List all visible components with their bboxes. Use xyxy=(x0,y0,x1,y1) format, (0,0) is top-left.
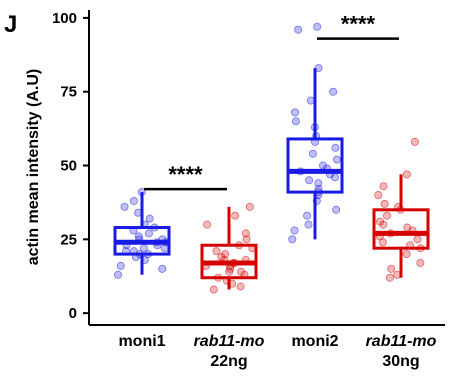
data-point xyxy=(288,235,297,244)
data-point xyxy=(402,170,411,179)
data-point xyxy=(331,143,340,152)
box xyxy=(286,137,344,194)
x-category-sublabel: 30ng xyxy=(382,353,419,370)
y-tick-label: 0 xyxy=(69,305,77,322)
data-point xyxy=(380,199,389,208)
data-point xyxy=(241,229,250,238)
y-tick-label: 50 xyxy=(60,158,77,175)
data-point xyxy=(376,217,385,226)
data-point xyxy=(305,176,314,185)
data-point xyxy=(290,226,299,235)
data-point xyxy=(403,223,412,232)
data-point xyxy=(332,155,341,164)
x-axis-labels: moni1 rab11-mo 22ng moni2 rab11-mo 30ng xyxy=(118,333,436,370)
data-point xyxy=(291,108,300,117)
y-tick-label: 100 xyxy=(52,10,77,27)
data-point xyxy=(116,261,125,270)
data-point xyxy=(387,264,396,273)
data-point xyxy=(114,270,123,279)
data-point xyxy=(236,282,245,291)
data-point xyxy=(231,211,240,220)
x-category-label: moni1 xyxy=(118,333,165,350)
data-point xyxy=(203,220,212,229)
data-point xyxy=(308,149,317,158)
boxes xyxy=(113,68,430,290)
data-point xyxy=(385,273,394,282)
y-tick-label: 75 xyxy=(60,84,77,101)
data-point xyxy=(209,285,218,294)
data-point xyxy=(120,202,129,211)
x-category-label: rab11-mo xyxy=(366,333,437,350)
data-point xyxy=(158,264,167,273)
y-axis-label: actin mean intensity (A.U) xyxy=(25,69,42,265)
panel-letter: J xyxy=(4,11,17,38)
data-point xyxy=(329,87,338,96)
box xyxy=(372,208,430,250)
data-point xyxy=(304,220,313,229)
significance-label: **** xyxy=(168,162,203,187)
data-point xyxy=(237,267,246,276)
data-point xyxy=(303,211,312,220)
data-point xyxy=(129,196,138,205)
data-point xyxy=(134,232,143,241)
data-point xyxy=(416,258,425,267)
significance-annotations: **** **** xyxy=(144,12,399,191)
y-axis-ticks: 0 25 50 75 100 xyxy=(52,10,89,322)
data-point xyxy=(410,137,419,146)
data-point xyxy=(402,250,411,259)
data-point xyxy=(139,244,148,253)
data-point xyxy=(144,229,153,238)
y-tick-label: 25 xyxy=(60,231,77,248)
data-point xyxy=(291,117,300,126)
data-point xyxy=(245,202,254,211)
data-point xyxy=(212,247,221,256)
data-point xyxy=(221,250,230,259)
data-point xyxy=(306,96,315,105)
significance-label: **** xyxy=(341,12,376,37)
data-point xyxy=(413,235,422,244)
x-category-label: rab11-mo xyxy=(194,333,265,350)
data-point xyxy=(382,211,391,220)
data-point xyxy=(374,191,383,200)
data-point xyxy=(242,235,251,244)
data-point xyxy=(332,205,341,214)
x-category-sublabel: 22ng xyxy=(210,353,247,370)
data-point xyxy=(379,182,388,191)
x-category-label: moni2 xyxy=(291,333,338,350)
data-point xyxy=(318,161,327,170)
data-point xyxy=(294,25,303,34)
data-point xyxy=(314,179,323,188)
data-point xyxy=(145,214,154,223)
data-point xyxy=(313,22,322,31)
